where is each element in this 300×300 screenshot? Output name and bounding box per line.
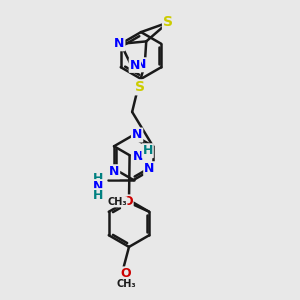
Text: S: S: [135, 80, 145, 94]
Text: N: N: [130, 59, 140, 72]
Text: N: N: [132, 128, 142, 142]
Text: H: H: [93, 189, 103, 202]
Text: H: H: [93, 172, 103, 185]
Text: N: N: [114, 37, 124, 50]
Text: N: N: [136, 58, 146, 71]
Text: O: O: [121, 267, 131, 280]
Text: N: N: [133, 150, 143, 163]
Text: O: O: [122, 195, 133, 208]
Text: N: N: [93, 180, 103, 193]
Text: CH₃: CH₃: [107, 197, 127, 207]
Text: H: H: [142, 144, 153, 157]
Text: S: S: [163, 16, 173, 29]
Text: N: N: [109, 165, 119, 178]
Text: CH₃: CH₃: [116, 279, 136, 289]
Text: N: N: [144, 162, 154, 175]
